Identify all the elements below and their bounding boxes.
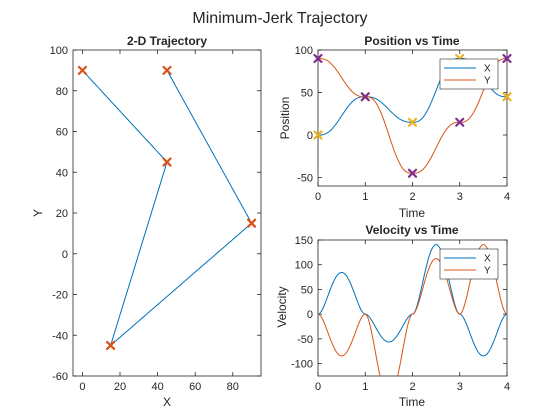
trajectory-plot-area: [72, 49, 262, 377]
trajectory-ytick-label: 0: [62, 249, 68, 261]
velocity-xtick-label: 0: [315, 381, 321, 393]
trajectory-xtick-label: 80: [227, 381, 239, 393]
position-ytick-label: 50: [301, 88, 313, 100]
trajectory-ytick-label: 20: [56, 208, 68, 220]
velocity-legend-label-x: X: [484, 254, 491, 265]
velocity-ylabel: Velocity: [275, 286, 289, 327]
position-waypoint-x: [407, 117, 418, 127]
position-legend: [439, 58, 499, 90]
velocity-ytick-label: -100: [291, 359, 313, 371]
velocity-legend-label-y: Y: [484, 266, 491, 277]
position-ytick-label: 0: [307, 130, 313, 142]
position-xtick-label: 3: [457, 191, 463, 203]
trajectory-ytick-label: 80: [56, 86, 68, 98]
position-waypoint-y: [407, 168, 418, 178]
position-xtick-label: 2: [409, 191, 415, 203]
velocity-legend: [439, 248, 499, 280]
position-legend-label-y: Y: [484, 76, 491, 87]
velocity-axes: Velocity vs Time Time Velocity 0 1 2 3 4 -100…: [275, 223, 510, 409]
position-waypoint-x: [313, 130, 323, 140]
trajectory-xlabel: X: [163, 395, 171, 409]
trajectory-waypoint-marker: [162, 157, 172, 167]
position-ytick-label: -50: [297, 173, 313, 185]
trajectory-ylabel: Y: [31, 209, 45, 217]
trajectory-axes: 2-D Trajectory X Y 0 20 40 60 80 -60 -40 -20 0 20…: [31, 34, 262, 409]
trajectory-ytick-label: 40: [56, 167, 68, 179]
trajectory-ytick-label: -20: [52, 290, 68, 302]
trajectory-waypoint-marker: [247, 218, 257, 228]
position-xtick-label: 1: [362, 191, 368, 203]
position-waypoint-y: [313, 53, 323, 64]
position-waypoint-y: [502, 53, 512, 64]
trajectory-ytick-label: -60: [52, 371, 68, 383]
trajectory-xtick-label: 40: [151, 381, 163, 393]
trajectory-ytick-label: 100: [50, 45, 68, 57]
trajectory-xtick-label: 20: [114, 381, 126, 393]
trajectory-xtick-label: 0: [79, 381, 85, 393]
trajectory-ytick-label: -40: [52, 330, 68, 342]
position-ytick-label: 100: [295, 45, 313, 57]
position-waypoint-x: [502, 92, 512, 102]
velocity-xtick-label: 2: [409, 381, 415, 393]
velocity-xlabel: Time: [399, 395, 426, 409]
figure-title: Minimum-Jerk Trajectory: [192, 10, 367, 27]
position-xtick-label: 0: [315, 191, 321, 203]
velocity-xtick-label: 1: [362, 381, 368, 393]
trajectory-waypoint-marker: [162, 65, 172, 75]
position-title: Position vs Time: [364, 34, 459, 48]
position-waypoint-y: [360, 92, 370, 102]
position-legend-label-x: X: [484, 64, 491, 75]
position-axes: Position vs Time Time Position 0 1 2 3 4-500…: [278, 34, 512, 220]
trajectory-title: 2-D Trajectory: [127, 34, 207, 48]
position-xlabel: Time: [399, 206, 426, 220]
position-ylabel: Position: [278, 97, 292, 140]
position-waypoint-y: [455, 117, 465, 127]
velocity-ytick-label: 150: [295, 235, 313, 247]
velocity-ytick-label: 50: [301, 284, 313, 296]
trajectory-waypoint-marker: [105, 340, 116, 351]
velocity-xtick-label: 4: [504, 381, 510, 393]
trajectory-ytick-label: 60: [56, 127, 68, 139]
velocity-title: Velocity vs Time: [365, 223, 458, 237]
velocity-ytick-label: -50: [297, 334, 313, 346]
trajectory-xtick-label: 60: [189, 381, 201, 393]
velocity-ytick-label: 100: [295, 260, 313, 272]
trajectory-waypoint-marker: [77, 65, 88, 75]
velocity-xtick-label: 3: [457, 381, 463, 393]
position-xtick-label: 4: [504, 191, 510, 203]
velocity-ytick-label: 0: [307, 309, 313, 321]
